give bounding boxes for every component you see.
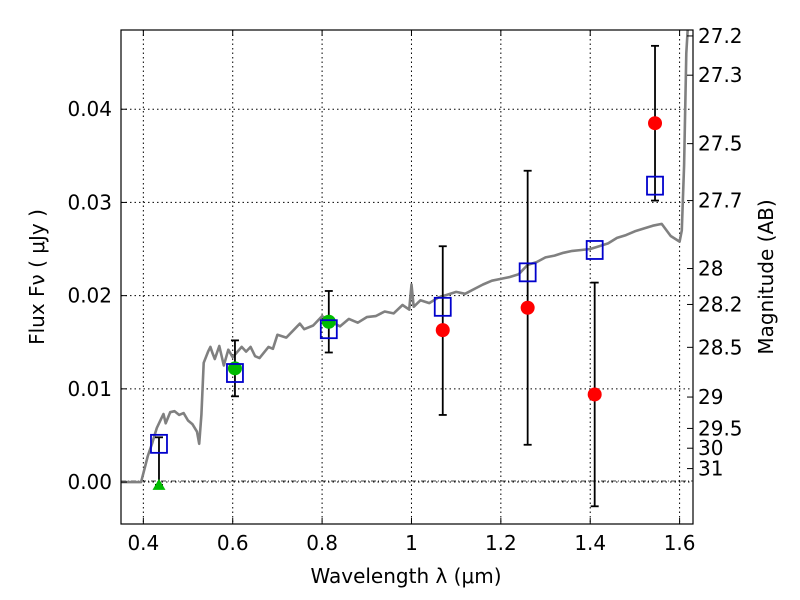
axis-ticks: 0.4 0.6 0.8 1 1.2 1.4 1.6 0.00 0.01 0.02 0.03 0.04 2… xyxy=(67,24,742,555)
magnitude-tick-label: 29 xyxy=(698,385,723,409)
plot-frame xyxy=(120,29,694,525)
right-axis-title: Magnitude (AB) xyxy=(754,199,778,354)
hst-photometry-point xyxy=(321,314,336,329)
x-tick-label: 0.4 xyxy=(127,531,159,555)
magnitude-tick-label: 28.5 xyxy=(698,335,743,359)
magnitude-tick-label: 27.3 xyxy=(698,63,743,87)
grid xyxy=(121,30,693,524)
ir-photometry-point xyxy=(520,300,535,315)
model-layer xyxy=(121,30,689,484)
x-tick-label: 0.8 xyxy=(306,531,338,555)
x-tick-label: 1.6 xyxy=(664,531,696,555)
marks-layer xyxy=(150,44,664,508)
y-axis-title: Flux Fν ( μJy ) xyxy=(25,209,49,345)
hst-upper-limit-point xyxy=(152,478,166,490)
x-tick-label: 1 xyxy=(405,531,418,555)
y-tick-label: 0.04 xyxy=(67,97,112,121)
model-photometry-point xyxy=(518,262,537,283)
model-photometry-point xyxy=(646,175,664,196)
y-tick-label: 0.02 xyxy=(67,284,112,308)
magnitude-tick-label: 27.2 xyxy=(698,24,743,48)
magnitude-tick-label: 28.2 xyxy=(698,292,743,316)
magnitude-tick-label: 27.5 xyxy=(698,132,743,156)
model-photometry-point xyxy=(585,240,604,260)
y-tick-label: 0.01 xyxy=(67,377,112,401)
model-photometry-point xyxy=(433,296,452,317)
plot-background xyxy=(121,30,693,524)
magnitude-tick-label: 31 xyxy=(698,457,723,481)
model-photometry-point xyxy=(226,363,244,383)
magnitude-tick-label: 28 xyxy=(698,257,723,281)
y-tick-label: 0.00 xyxy=(67,470,112,494)
ir-photometry-point xyxy=(435,323,450,338)
model-photometry-point xyxy=(319,319,338,340)
x-axis-title: Wavelength λ (μm) xyxy=(310,564,501,588)
magnitude-tick-label: 29.5 xyxy=(698,416,743,440)
ir-photometry-point xyxy=(587,387,602,402)
y-tick-label: 0.03 xyxy=(67,190,112,214)
ir-photometry-point xyxy=(648,116,663,131)
magnitude-tick-label: 30 xyxy=(698,436,723,460)
sed-model-line xyxy=(121,30,689,484)
model-photometry-point xyxy=(150,433,168,454)
x-tick-label: 0.6 xyxy=(217,531,249,555)
x-tick-label: 1.4 xyxy=(574,531,606,555)
magnitude-tick-label: 27.7 xyxy=(698,189,743,213)
x-tick-label: 1.2 xyxy=(485,531,517,555)
